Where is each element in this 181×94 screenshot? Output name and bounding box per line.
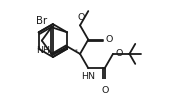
Text: NH: NH xyxy=(36,46,50,55)
Text: O: O xyxy=(106,35,113,44)
Text: O: O xyxy=(77,13,85,22)
Text: Br: Br xyxy=(35,16,47,26)
Text: O: O xyxy=(115,49,123,58)
Text: HN: HN xyxy=(81,72,95,81)
Text: O: O xyxy=(101,86,108,94)
Text: *: * xyxy=(75,49,77,54)
